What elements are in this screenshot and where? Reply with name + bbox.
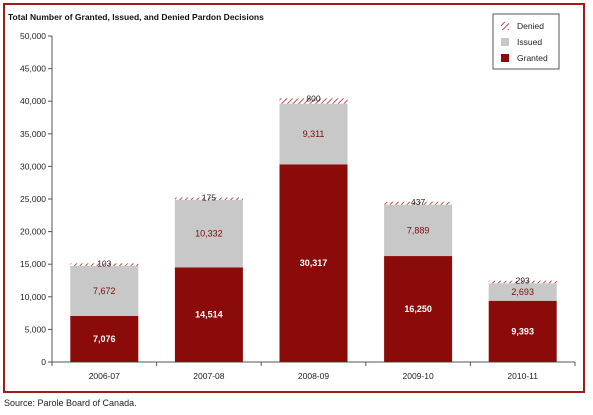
y-tick-label: 25,000 (20, 194, 46, 204)
data-label-issued: 7,672 (93, 286, 116, 296)
source-note: Source: Parole Board of Canada. (4, 398, 137, 408)
data-label-denied: 293 (516, 276, 530, 286)
data-label-denied: 175 (202, 193, 216, 203)
legend-swatch (501, 38, 509, 46)
bar-denied (384, 201, 453, 205)
x-category-label: 2010-11 (507, 371, 538, 381)
data-label-granted: 9,393 (511, 326, 534, 336)
bar-issued (70, 265, 139, 316)
bar-issued (174, 200, 243, 268)
legend-label: Granted (517, 53, 548, 63)
bar-denied (488, 280, 557, 284)
legend-label: Issued (517, 37, 542, 47)
bar-issued (384, 204, 453, 257)
x-category-label: 2006-07 (89, 371, 120, 381)
data-label-denied: 800 (306, 93, 320, 103)
data-label-issued: 2,693 (511, 287, 534, 297)
legend-swatch (501, 22, 509, 30)
legend-label: Denied (517, 21, 544, 31)
bar-granted (488, 300, 557, 362)
data-label-issued: 7,889 (407, 225, 430, 235)
y-tick-label: 10,000 (20, 292, 46, 302)
bar-issued (279, 103, 348, 165)
x-category-label: 2007-08 (193, 371, 224, 381)
data-label-granted: 7,076 (93, 334, 116, 344)
data-label-granted: 14,514 (195, 310, 223, 320)
pardon-decisions-chart: Total Number of Granted, Issued, and Den… (8, 12, 576, 381)
data-label-denied: 437 (411, 197, 425, 207)
bar-denied (174, 197, 243, 201)
data-label-granted: 16,250 (404, 304, 432, 314)
y-tick-label: 30,000 (20, 161, 46, 171)
bar-granted (384, 256, 453, 362)
y-tick-label: 20,000 (20, 227, 46, 237)
chart-title: Total Number of Granted, Issued, and Den… (8, 12, 264, 22)
bar-denied (70, 263, 139, 266)
data-label-issued: 10,332 (195, 229, 223, 239)
data-label-granted: 30,317 (300, 258, 328, 268)
bar-granted (279, 164, 348, 362)
data-label-issued: 9,311 (303, 129, 325, 139)
bar-denied (279, 98, 348, 104)
x-category-label: 2008-09 (298, 371, 329, 381)
legend-swatch (501, 54, 509, 62)
y-tick-label: 45,000 (20, 64, 46, 74)
data-label-denied: 103 (97, 258, 111, 268)
bar-granted (70, 315, 139, 362)
y-tick-label: 35,000 (20, 129, 46, 139)
bar-issued (488, 283, 557, 301)
y-tick-label: 40,000 (20, 96, 46, 106)
y-tick-label: 50,000 (20, 31, 46, 41)
x-category-label: 2009-10 (402, 371, 433, 381)
y-tick-label: 0 (41, 357, 46, 367)
y-tick-label: 5,000 (25, 324, 47, 334)
y-tick-label: 15,000 (20, 259, 46, 269)
bar-granted (174, 267, 243, 362)
